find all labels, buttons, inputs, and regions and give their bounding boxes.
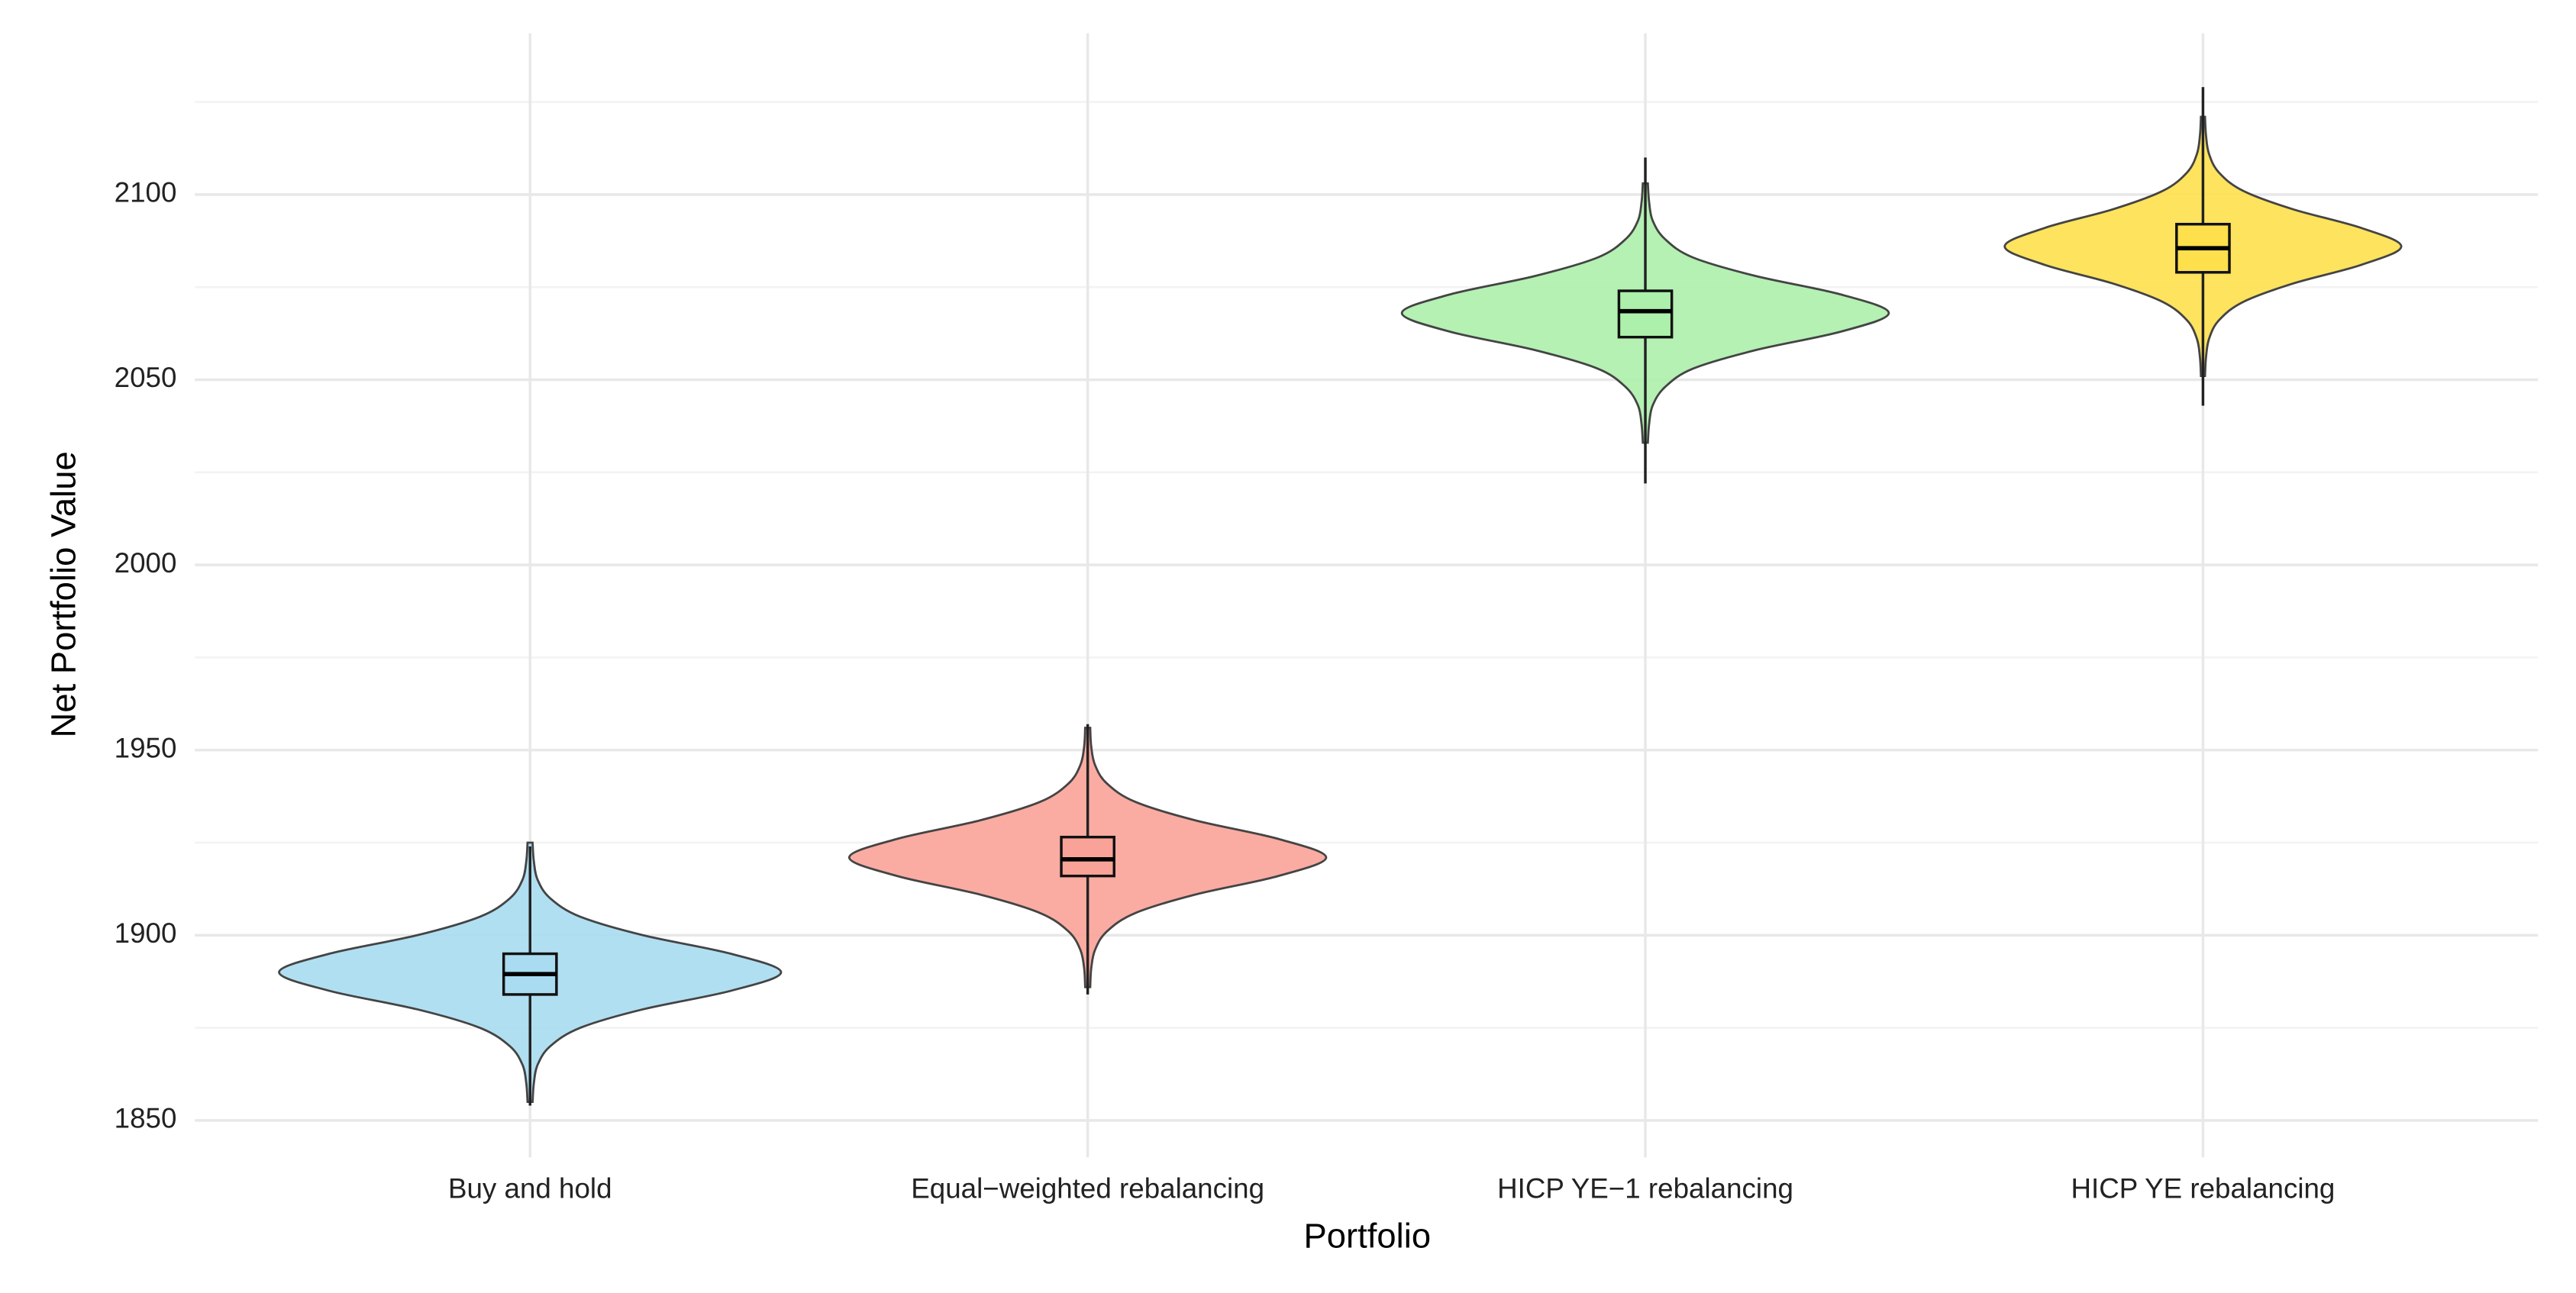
x-tick-label: Buy and hold bbox=[448, 1172, 612, 1204]
x-tick-label: HICP YE−1 rebalancing bbox=[1497, 1172, 1793, 1204]
y-tick-label: 2000 bbox=[115, 547, 177, 579]
x-tick-label: HICP YE rebalancing bbox=[2071, 1172, 2335, 1204]
y-tick-label: 1850 bbox=[115, 1103, 177, 1134]
y-tick-label: 2050 bbox=[115, 362, 177, 393]
y-tick-label: 1900 bbox=[115, 917, 177, 949]
y-axis-title: Net Portfolio Value bbox=[44, 451, 83, 737]
y-tick-label: 1950 bbox=[115, 732, 177, 763]
y-tick-label: 2100 bbox=[115, 177, 177, 208]
box bbox=[1060, 835, 1115, 878]
x-axis-title: Portfolio bbox=[1304, 1216, 1432, 1255]
x-tick-label: Equal−weighted rebalancing bbox=[911, 1172, 1264, 1204]
box bbox=[1617, 289, 1674, 339]
